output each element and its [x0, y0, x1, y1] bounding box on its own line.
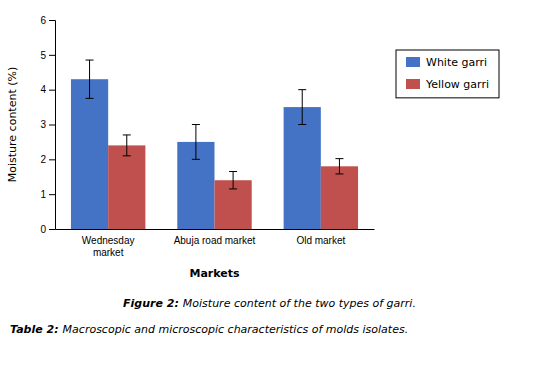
y-tick-label: 5	[40, 50, 46, 61]
x-axis-line	[56, 229, 375, 230]
caption-text: Moisture content of the two types of gar…	[183, 297, 416, 310]
error-bar	[335, 159, 343, 174]
x-tick-label: Abuja road market	[174, 235, 256, 246]
x-tick-label-line: market	[93, 247, 124, 258]
y-tick: 2	[40, 154, 55, 165]
x-tick-label-line: Old market	[296, 235, 345, 246]
legend-label: Yellow garri	[425, 78, 489, 91]
plot: 0 1 2 3 4 5 6 Wednesdaymarket Abuja road market O…	[40, 15, 374, 258]
y-tick-label: 1	[40, 189, 46, 200]
series	[71, 60, 321, 229]
legend-item: White garri	[406, 56, 487, 69]
y-axis: 0 1 2 3 4 5 6	[40, 15, 55, 235]
x-axis: Wednesdaymarket Abuja road market Old mark…	[56, 230, 375, 259]
bar	[284, 107, 321, 229]
y-tick: 0	[40, 224, 55, 235]
x-tick: Wednesdaymarket	[82, 235, 135, 258]
caption: Figure 2: Moisture content of the two typ…	[123, 297, 416, 310]
x-tick-label: Wednesdaymarket	[82, 235, 135, 258]
legend-label: White garri	[426, 56, 487, 69]
y-tick-mark	[49, 90, 55, 91]
y-tick-mark	[49, 125, 55, 126]
legend-swatch	[406, 57, 420, 67]
y-tick-label: 3	[40, 119, 46, 130]
y-tick-mark	[49, 20, 55, 21]
series	[108, 135, 358, 229]
error-bar	[229, 172, 237, 189]
y-tick: 5	[40, 50, 55, 61]
x-tick-label-line: Wednesday	[82, 235, 135, 246]
x-tick-label: Old market	[296, 235, 345, 246]
y-tick-mark	[49, 159, 55, 160]
bar	[108, 145, 145, 229]
error-bar	[86, 60, 94, 98]
bar	[71, 79, 108, 229]
y-tick-label: 6	[40, 15, 46, 26]
bar	[321, 166, 358, 229]
legend-swatch	[406, 79, 420, 89]
error-bar	[123, 135, 131, 156]
y-tick: 6	[40, 15, 55, 26]
y-tick: 3	[40, 119, 55, 130]
y-axis-line	[49, 21, 56, 230]
caption-bold: Figure 2:	[123, 297, 179, 310]
y-tick-mark	[49, 194, 55, 195]
legend: White garri Yellow garri	[396, 50, 499, 98]
x-tick: Old market	[296, 235, 345, 246]
x-tick: Abuja road market	[174, 235, 256, 246]
caption-bold: Table 2:	[10, 323, 59, 336]
x-axis-title: Markets	[189, 267, 240, 280]
y-tick-label: 2	[40, 154, 46, 165]
legend-frame	[396, 50, 499, 98]
y-tick-mark	[49, 229, 55, 230]
y-tick: 4	[40, 84, 55, 95]
y-tick-mark	[49, 55, 55, 56]
caption: Table 2: Macroscopic and microscopic char…	[10, 323, 408, 336]
x-tick-label-line: Abuja road market	[174, 235, 256, 246]
chart: 0 1 2 3 4 5 6 Wednesdaymarket Abuja road market O…	[0, 0, 539, 369]
y-tick-label: 4	[40, 84, 46, 95]
marks	[71, 60, 358, 229]
error-bar	[298, 90, 306, 125]
caption-text: Macroscopic and microscopic characterist…	[63, 323, 409, 336]
legend-item: Yellow garri	[406, 78, 489, 91]
y-axis-title: Moisture content (%)	[6, 67, 19, 182]
y-tick-label: 0	[40, 224, 46, 235]
y-tick: 1	[40, 189, 55, 200]
error-bar	[192, 125, 200, 160]
